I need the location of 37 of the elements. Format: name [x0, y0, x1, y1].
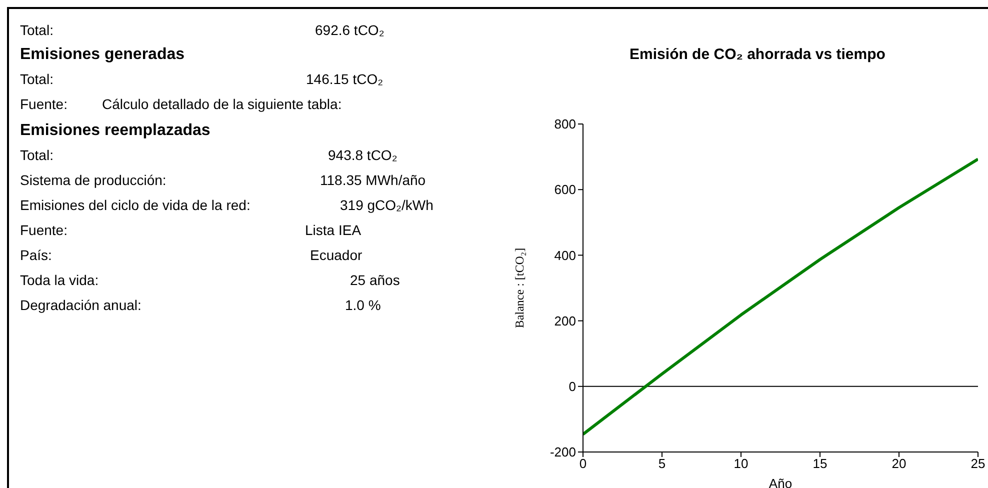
text: Sistema de producción: [20, 171, 166, 190]
text: Emisiones reemplazadas [20, 121, 210, 141]
y-tick-label: 600 [554, 182, 576, 198]
source-note: Fuente: [20, 95, 68, 114]
text: 1.0 % [345, 296, 381, 315]
text: 319 gCO₂/kWh [340, 196, 434, 215]
y-axis-title: Balance : [tCO₂] [512, 248, 526, 328]
text: Lista IEA [305, 221, 362, 240]
y-tick-label: 800 [554, 116, 576, 132]
text: Total: [20, 146, 54, 165]
text: Total: [20, 70, 54, 89]
text: Cálculo detallado de la siguiente tabla: [102, 95, 342, 114]
text: Toda la vida: [20, 271, 99, 290]
x-axis-title: Año [768, 476, 792, 488]
x-tick-label: 25 [970, 456, 986, 472]
y-tick-label: 400 [554, 248, 576, 263]
text: Total: [20, 21, 54, 40]
x-tick-label: 5 [658, 456, 666, 472]
chart-title: Emisión de CO₂ ahorrada vs tiempo [628, 46, 886, 63]
x-tick-label: 10 [734, 456, 748, 472]
text: Ecuador [310, 246, 362, 265]
text: Emisiones del ciclo de vida de la red: [20, 196, 250, 215]
text: 146.15 tCO₂ [306, 70, 384, 89]
y-tick-label: -200 [550, 444, 576, 460]
text: Degradación anual: [20, 296, 142, 315]
text: 25 años [350, 271, 400, 290]
text: 943.8 tCO₂ [328, 146, 398, 165]
y-tick-label: 200 [554, 313, 576, 328]
text: 692.6 tCO₂ [315, 21, 384, 40]
text: Emisiones generadas [20, 45, 185, 65]
text: País: [20, 246, 52, 265]
y-tick-label: 0 [568, 379, 576, 394]
x-tick-label: 15 [812, 456, 828, 472]
x-tick-label: 20 [892, 456, 906, 472]
text: 118.35 MWh/año [320, 171, 426, 190]
x-tick-label: 0 [579, 456, 587, 472]
source-note: Fuente: [20, 221, 68, 240]
